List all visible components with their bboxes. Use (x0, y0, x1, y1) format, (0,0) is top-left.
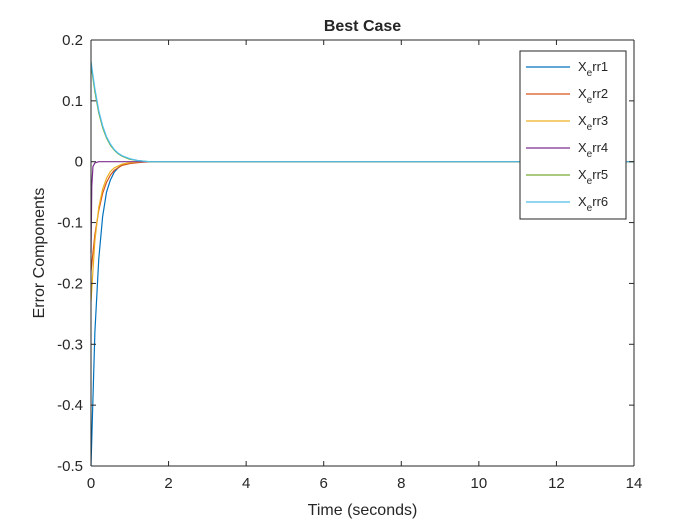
x-tick-label: 6 (320, 475, 328, 492)
legend-label-6: Xerr6 (578, 194, 608, 214)
x-tick-label: 0 (87, 475, 95, 492)
series-line-6 (90, 61, 634, 163)
y-tick-label: 0.2 (62, 32, 83, 49)
y-tick-label: -0.3 (57, 336, 83, 353)
x-tick-label: 14 (626, 475, 643, 492)
axes-layer (90, 39, 635, 467)
legend-label-1: Xerr1 (578, 59, 608, 79)
x-tick-label: 12 (548, 475, 565, 492)
legend-label-3: Xerr3 (578, 113, 608, 133)
y-axis-label: Error Components (31, 188, 48, 319)
chart-title: Best Case (324, 18, 401, 35)
x-tick-label: 4 (242, 475, 250, 492)
series-line-4 (90, 161, 634, 254)
y-tick-label: 0.1 (62, 93, 83, 110)
y-tick-label: -0.5 (57, 458, 83, 475)
legend-box (519, 50, 627, 220)
legend: Xerr1 Xerr2 Xerr3 Xerr4 Xerr5 Xerr6 (519, 50, 627, 220)
ticks-layer: 0 2 4 6 8 10 12 14 0.2 0.1 0 -0.1 -0.2 -0.3 -0.4 -0.5 (57, 32, 642, 492)
x-tick-label: 10 (471, 475, 488, 492)
legend-label-4: Xerr4 (578, 140, 608, 160)
x-tick-label: 2 (164, 475, 172, 492)
x-tick-label: 8 (397, 475, 405, 492)
legend-label-5: Xerr5 (578, 167, 608, 187)
y-tick-label: -0.4 (57, 397, 83, 414)
x-axis-label: Time (seconds) (308, 502, 418, 519)
legend-label-2: Xerr2 (578, 86, 608, 106)
series-layer (90, 61, 634, 467)
y-tick-label: -0.1 (57, 215, 83, 232)
y-tick-label: -0.2 (57, 275, 83, 292)
y-tick-label: 0 (75, 154, 83, 171)
